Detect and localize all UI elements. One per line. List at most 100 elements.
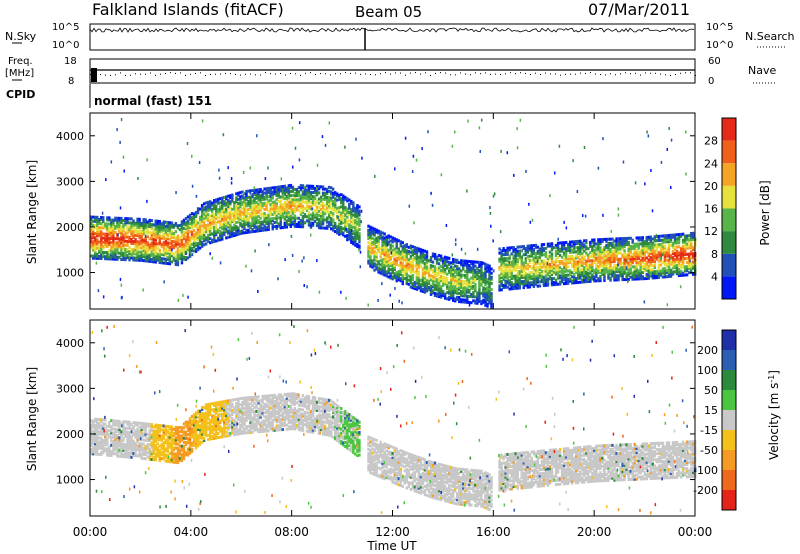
power-cell: [166, 262, 170, 266]
power-cell: [383, 248, 386, 252]
power-cell: [200, 240, 204, 244]
power-cell: [132, 258, 135, 262]
power-cell: [653, 251, 657, 255]
power-cell: [168, 258, 172, 262]
power-cell: [435, 282, 439, 286]
power-cell: [261, 189, 264, 193]
power-cell: [639, 252, 642, 256]
power-cell: [211, 240, 214, 244]
power-cell: [114, 224, 117, 228]
power-cell: [655, 239, 659, 243]
power-cell: [429, 286, 433, 290]
power-cell: [529, 220, 532, 224]
power-cell: [293, 198, 297, 202]
power-cell: [601, 250, 604, 254]
power-cell: [458, 277, 461, 281]
power-cell: [653, 257, 657, 261]
power-cell: [231, 207, 234, 211]
power-cell: [110, 220, 113, 224]
power-cell: [136, 254, 139, 258]
freq-trace: [90, 68, 696, 82]
power-cell: [166, 255, 170, 259]
power-cell: [575, 250, 578, 254]
power-cell: [338, 214, 341, 218]
power-cell: [564, 259, 568, 263]
power-cell: [377, 235, 380, 239]
power-cell: [342, 231, 345, 235]
power-cell: [279, 205, 282, 209]
power-cell: [417, 261, 421, 265]
power-cell: [439, 287, 443, 291]
power-cell: [144, 251, 147, 255]
power-cell: [261, 212, 264, 216]
power-cell: [423, 266, 427, 270]
power-cell: [217, 208, 220, 212]
power-cell: [468, 288, 471, 292]
freq-label-line1: Freq.: [8, 56, 33, 67]
power-cell: [421, 283, 425, 287]
power-cell: [393, 276, 396, 280]
power-cell: [631, 277, 634, 281]
power-cell: [671, 250, 675, 254]
power-cell: [92, 244, 95, 248]
power-cell: [591, 263, 594, 267]
power-cell: [542, 249, 546, 253]
power-cell: [110, 236, 113, 240]
nave-dot: [600, 74, 601, 76]
power-cell: [367, 247, 370, 251]
power-cell: [441, 269, 445, 273]
power-cell: [603, 250, 606, 254]
power-cell: [597, 252, 600, 256]
power-cell: [327, 196, 331, 200]
power-cell: [156, 225, 159, 229]
power-cell: [401, 261, 404, 265]
power-cell: [518, 284, 521, 288]
power-cell: [460, 300, 463, 304]
power-cell: [417, 278, 421, 282]
power-cell: [239, 199, 242, 203]
power-cell: [348, 225, 351, 229]
power-cell: [577, 268, 580, 272]
power-cell: [369, 244, 372, 248]
power-cell: [358, 246, 361, 250]
nave-dot: [620, 73, 621, 75]
power-cell: [393, 251, 396, 255]
power-cell: [516, 284, 519, 288]
power-cell: [164, 243, 168, 247]
power-cell: [673, 247, 677, 251]
power-cell: [627, 253, 630, 257]
power-cell: [572, 266, 576, 270]
power-cell: [253, 215, 256, 219]
power-cell: [150, 233, 153, 237]
power-cell: [629, 261, 632, 265]
power-cell: [259, 208, 262, 212]
power-cell: [522, 275, 525, 279]
power-cell: [589, 267, 592, 271]
power-cell: [536, 255, 540, 259]
power-cell: [520, 259, 523, 263]
power-cell: [395, 244, 398, 248]
power-cell: [233, 203, 236, 207]
power-cell: [202, 218, 206, 222]
power-cell: [336, 227, 339, 231]
power-cell: [206, 206, 210, 210]
power-cell: [474, 295, 477, 299]
power-cell: [257, 198, 260, 202]
nave-dot: [610, 73, 611, 75]
power-cell: [629, 263, 632, 267]
power-cell: [369, 233, 372, 237]
power-cell: [480, 302, 483, 306]
power-cell: [665, 236, 669, 240]
power-cell: [221, 219, 224, 223]
power-cell: [474, 260, 477, 264]
power-cell: [301, 204, 305, 208]
power-cell: [510, 260, 513, 264]
power-cell: [92, 223, 95, 227]
power-cell: [460, 263, 463, 267]
power-cell: [200, 214, 204, 218]
power-cell: [146, 158, 148, 162]
power-cell: [639, 262, 642, 266]
power-cell: [383, 265, 386, 269]
power-cell: [338, 226, 341, 230]
power-cell: [144, 224, 147, 228]
